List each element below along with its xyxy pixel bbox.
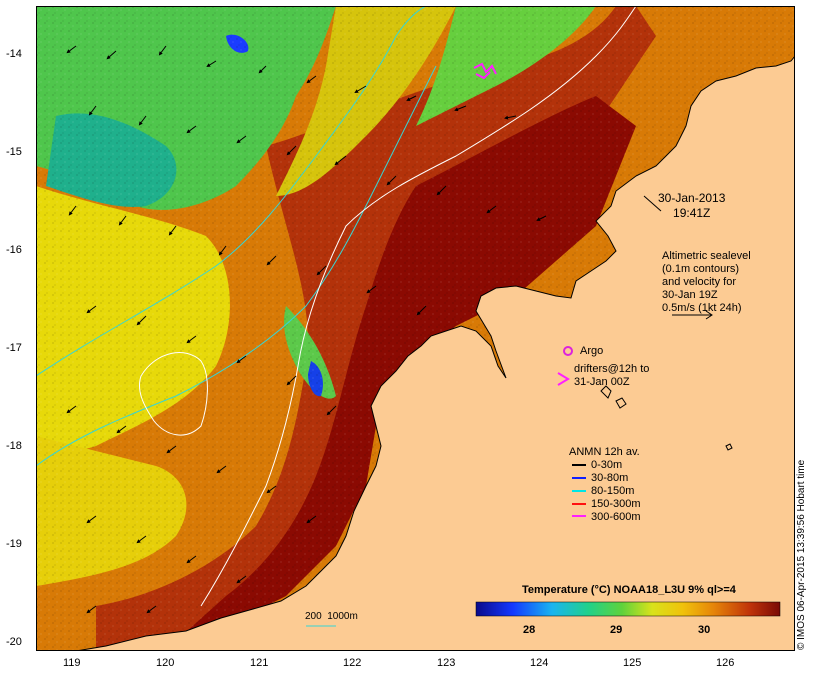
x-tick: 119 <box>63 657 81 669</box>
legend-item: 30-80m <box>591 472 629 484</box>
drifters-line: 31-Jan 00Z <box>574 376 630 388</box>
altimetry-note: Altimetric sealevel (0.1m contours) and … <box>662 250 751 315</box>
title-date: 30-Jan-2013 <box>658 191 726 205</box>
y-tick: -20 <box>6 636 22 648</box>
y-tick: -18 <box>6 440 22 452</box>
bathymetry-1000m <box>36 65 437 467</box>
sealevel-contour-1 <box>200 6 637 607</box>
sealevel-contour-2 <box>139 352 208 436</box>
colorbar <box>475 601 781 617</box>
colorbar-tick: 28 <box>523 624 536 636</box>
velocity-vectors <box>66 45 547 614</box>
credit-text: © IMOS 06-Apr-2015 13:39:56 Hobart time <box>796 459 807 650</box>
colorbar-title: Temperature (°C) NOAA18_L3U 9% ql>=4 <box>522 584 736 596</box>
colorbar-tick: 30 <box>698 624 711 636</box>
sst-map <box>36 6 795 651</box>
altimetry-line: 30-Jan 19Z <box>662 289 718 301</box>
y-tick: -19 <box>6 538 22 550</box>
x-tick: 126 <box>716 657 735 669</box>
velocity-scale-arrowhead <box>705 310 713 320</box>
x-tick: 120 <box>156 657 175 669</box>
legend-item: 150-300m <box>591 498 641 510</box>
title-time: 19:41Z <box>673 206 711 220</box>
land-mass <box>75 6 795 651</box>
drifters-line: drifters@12h to <box>574 363 650 375</box>
altimetry-line: (0.1m contours) <box>662 263 740 275</box>
argo-label: Argo <box>580 345 604 357</box>
map-title: 30-Jan-2013 19:41Z <box>658 191 725 221</box>
altimetry-line: Altimetric sealevel <box>662 250 751 262</box>
legend-item: 300-600m <box>591 511 641 523</box>
argo-marker <box>563 346 573 356</box>
anmn-legend-items: 0-30m 30-80m 80-150m 150-300m 300-600m <box>591 459 641 524</box>
altimetry-line: 0.5m/s (1kt 24h) <box>662 302 742 314</box>
x-tick: 123 <box>437 657 456 669</box>
drifter-tracks <box>473 62 497 80</box>
legend-item: 0-30m <box>591 459 623 471</box>
y-tick: -14 <box>6 48 22 60</box>
legend-item: 80-150m <box>591 485 635 497</box>
x-tick: 121 <box>250 657 269 669</box>
y-tick: -16 <box>6 244 22 256</box>
y-tick: -17 <box>6 342 22 354</box>
title-pointer <box>643 195 662 212</box>
colorbar-tick: 29 <box>610 624 623 636</box>
x-tick: 122 <box>343 657 362 669</box>
bathymetry-200m <box>36 6 427 377</box>
y-tick: -15 <box>6 146 22 158</box>
map-border <box>36 6 795 651</box>
legend-arrows <box>572 464 586 517</box>
island-group <box>600 385 733 451</box>
anmn-legend-title: ANMN 12h av. <box>569 446 640 458</box>
bathymetry-label: 200 1000m <box>305 611 358 622</box>
altimetry-line: and velocity for <box>662 276 736 288</box>
drifters-label: drifters@12h to 31-Jan 00Z <box>574 363 649 389</box>
x-tick: 124 <box>530 657 549 669</box>
x-tick: 125 <box>623 657 642 669</box>
drifter-symbol <box>557 372 570 386</box>
